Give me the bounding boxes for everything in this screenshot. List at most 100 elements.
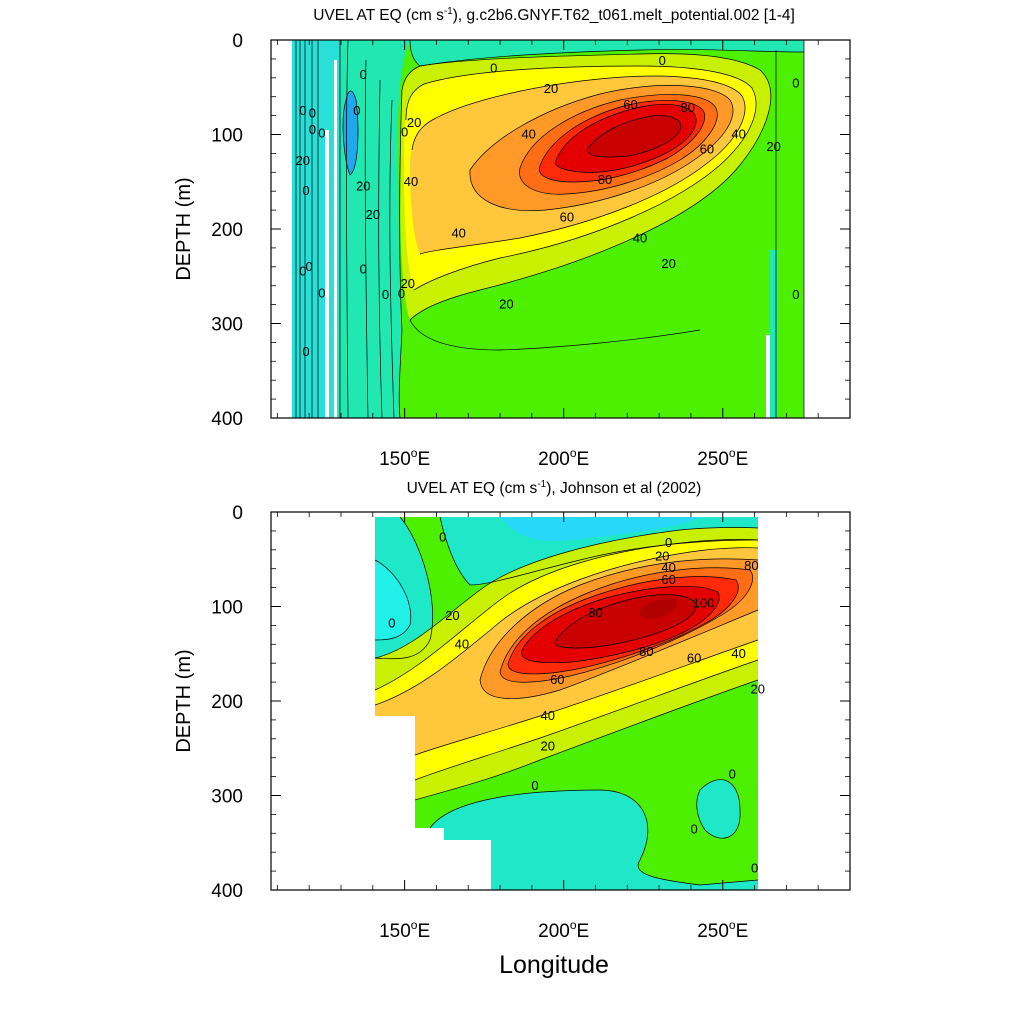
field-negative-band [292,40,340,418]
contour-lines [295,40,805,418]
contour-label: 40 [541,708,555,723]
contour-label: 60 [661,572,675,587]
field-core [587,115,681,158]
contour-label: 40 [731,646,745,661]
y-tick-label: 400 [211,881,243,902]
contour-label: 60 [623,97,637,112]
contour-label: 60 [560,210,574,225]
contour-label: 0 [360,67,367,82]
contour-label: 0 [439,530,446,545]
contour-label: 0 [353,103,360,118]
title-main: UVEL AT EQ (cm s [407,480,538,497]
contour-label: 0 [792,287,799,302]
contour-label: 0 [306,259,313,274]
contour-label: 0 [318,285,325,300]
contour-label: 0 [729,767,736,782]
contour-label: 0 [309,122,316,137]
contour-label: 40 [731,127,745,142]
y-tick-label: 300 [211,787,243,808]
contour-label: 80 [639,644,653,659]
contour-label: 0 [360,262,367,277]
contour-label: 60 [550,672,564,687]
contour-label: 0 [690,822,697,837]
field-peak [639,598,677,619]
contour-label: 0 [792,75,799,90]
contour-label: 20 [661,256,675,271]
contour-label: 0 [659,53,666,68]
gap-1 [325,130,329,418]
contour-label: 0 [318,126,325,141]
panel-title: UVEL AT EQ (cm s-1), Johnson et al (2002… [407,479,702,497]
panel-title: UVEL AT EQ (cm s-1), g.c2b6.GNYF.T62_t06… [313,6,795,24]
contour-label: 20 [356,178,370,193]
contour-label: 0 [299,264,306,279]
contour-label: 0 [531,778,538,793]
contour-label: 20 [407,115,421,130]
x-axis-label: Longitude [499,951,609,979]
contour-label: 0 [382,287,389,302]
contour-label: 40 [521,127,535,142]
x-tick-label: 250oE [697,918,748,942]
contour-label: 100 [693,596,715,611]
y-tick-label: 0 [232,31,243,52]
contour-label: 20 [766,139,780,154]
y-axis-label: DEPTH (m) [173,649,195,752]
field-deep [430,790,758,890]
y-tick-label: 300 [211,315,243,336]
field-surface-core [500,517,700,541]
x-tick-label: 200oE [538,918,589,942]
contour-label: 0 [665,535,672,550]
y-tick-label: 400 [211,409,243,430]
contour-label: 0 [309,106,316,121]
contour-label: 0 [299,103,306,118]
y-tick-label: 100 [211,598,243,619]
contour-label: 0 [398,286,405,301]
y-tick-label: 0 [232,503,243,524]
gap-2 [334,60,337,418]
x-tick-label: 150oE [379,918,430,942]
gap-3 [766,335,770,418]
panel-observations: UVEL AT EQ (cm s-1), Johnson et al (2002… [173,479,851,979]
contour-label: 80 [681,100,695,115]
y-tick-label: 200 [211,220,243,241]
contour-label: 20 [401,276,415,291]
contour-label: 20 [366,207,380,222]
field-deep-east [696,779,741,839]
y-tick-label: 100 [211,126,243,147]
contour-label: 20 [751,682,765,697]
y-axis-label: DEPTH (m) [173,177,195,280]
contour-label: 20 [296,153,310,168]
field-surface-band [410,40,804,66]
contour-lines [374,516,759,886]
contour-label: 20 [655,548,669,563]
title-rest: ), g.c2b6.GNYF.T62_t061.melt_potential.0… [453,7,795,24]
contour-label: 80 [588,605,602,620]
contour-label: 60 [687,650,701,665]
contour-fill [374,516,759,890]
contour-label: 0 [490,60,497,75]
contour-label: 60 [700,142,714,157]
contour-label: 40 [451,226,465,241]
title-sup: -1 [537,479,546,490]
field-east-strip [770,250,778,418]
contour-label: 40 [661,560,675,575]
title-main: UVEL AT EQ (cm s [313,7,444,24]
contour-label: 0 [401,125,408,140]
contour-label: 0 [302,183,309,198]
contour-label: 20 [499,297,513,312]
contour-label: 80 [744,558,758,573]
contour-label: 0 [302,344,309,359]
contour-label: 0 [388,616,395,631]
contour-label: 80 [598,172,612,187]
contour-label: 20 [541,738,555,753]
x-tick-label: 150oE [379,446,430,470]
contour-label: 40 [455,636,469,651]
x-tick-label: 250oE [697,446,748,470]
y-tick-label: 200 [211,692,243,713]
contour-label: 20 [445,608,459,623]
contour-label: 20 [544,81,558,96]
contour-fill [292,40,805,418]
